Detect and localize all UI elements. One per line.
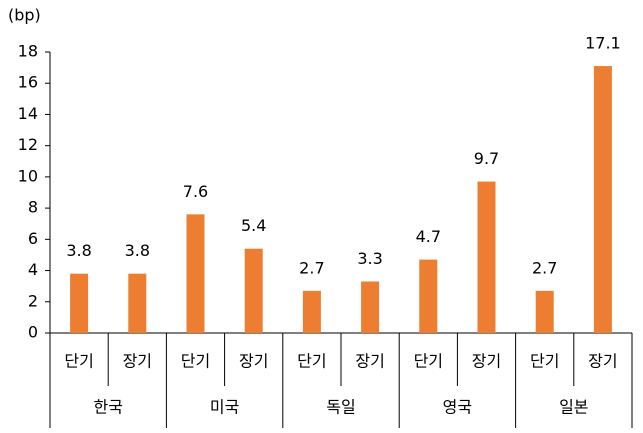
x-tick-label: 단기 [414,352,443,371]
x-tick-label: 단기 [64,352,93,371]
group-label: 일본 [559,398,588,417]
x-tick-label: 장기 [239,352,268,371]
y-tick-label: 6 [28,229,38,248]
y-tick-label: 18 [18,42,38,61]
y-tick-label: 4 [28,260,38,279]
bar [302,290,321,333]
x-tick-label: 단기 [530,352,559,371]
y-tick-label: 2 [28,291,38,310]
data-label: 3.8 [66,241,91,260]
bar [186,214,205,333]
x-tick-label: 장기 [472,352,501,371]
x-tick-label: 단기 [181,352,210,371]
y-tick-label: 16 [18,73,38,92]
y-tick-label: 10 [18,166,38,185]
y-tick-label: 14 [18,104,38,123]
data-label: 3.3 [357,249,382,268]
bar [477,181,496,333]
bar [593,66,612,334]
group-label: 독일 [326,398,355,417]
y-tick-label: 0 [28,323,38,342]
data-label: 4.7 [416,227,441,246]
group-label: 영국 [443,398,472,417]
data-label: 3.8 [125,241,150,260]
data-label: 7.6 [183,182,208,201]
x-tick-label: 장기 [355,352,384,371]
y-tick-label: 12 [18,135,38,154]
group-label: 한국 [93,398,122,417]
data-label: 17.1 [585,34,621,53]
y-axis-label: (bp) [8,6,41,25]
data-label: 2.7 [299,258,324,277]
bar [244,248,263,333]
data-label: 2.7 [532,258,557,277]
bar [70,273,89,333]
bar [419,259,438,333]
bar [361,281,380,333]
bar [128,273,147,333]
y-tick-label: 8 [28,198,38,217]
x-tick-label: 장기 [123,352,152,371]
x-tick-label: 장기 [588,352,617,371]
x-tick-label: 단기 [297,352,326,371]
group-label: 미국 [210,398,239,417]
bar [535,290,554,333]
data-label: 9.7 [474,149,499,168]
data-label: 5.4 [241,216,266,235]
